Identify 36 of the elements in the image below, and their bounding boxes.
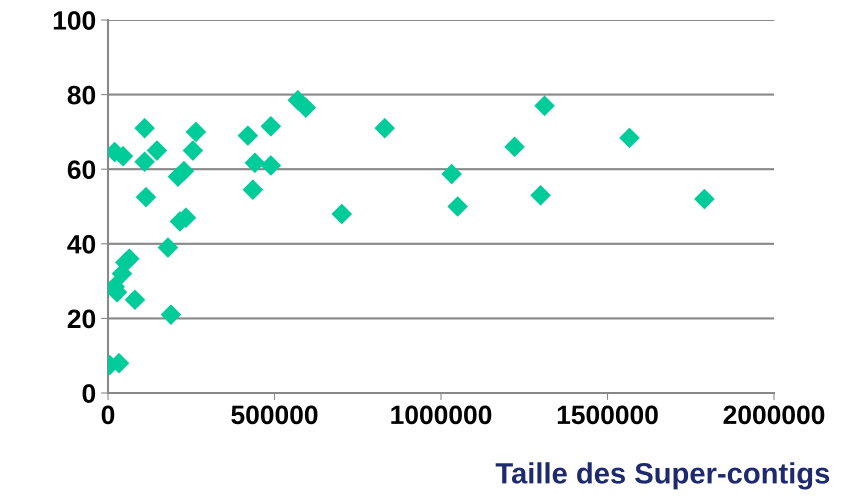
point (260, 155, 282, 176)
point (244, 152, 266, 174)
y-tick-label: 0 (82, 384, 96, 403)
point (136, 186, 156, 208)
point (441, 164, 462, 184)
point (134, 118, 155, 138)
x-tick-label: 500000 (231, 406, 318, 424)
point (694, 188, 715, 210)
y-tick-label: 100 (54, 11, 96, 30)
point (238, 125, 258, 146)
x-tick-label: 1000000 (391, 406, 492, 424)
point (160, 304, 182, 325)
point (134, 151, 155, 172)
point (182, 140, 204, 161)
point (242, 179, 264, 200)
point (619, 128, 640, 148)
point (447, 196, 468, 217)
point (331, 204, 352, 224)
x-tick-label: 2000000 (724, 406, 824, 424)
y-tick-label: 20 (68, 310, 96, 328)
point (186, 122, 206, 142)
y-tick-label: 80 (68, 86, 96, 104)
point (374, 118, 396, 138)
point (146, 140, 168, 161)
point (530, 185, 551, 206)
point (119, 248, 140, 270)
point (158, 237, 178, 258)
y-tick-label: 60 (68, 160, 96, 180)
point (534, 95, 555, 116)
point (260, 116, 282, 137)
point (504, 136, 525, 158)
x-tick-label: 0 (102, 406, 114, 424)
point (124, 289, 146, 310)
x-tick-label: 1500000 (558, 406, 658, 424)
y-tick-label: 40 (67, 234, 96, 254)
x-axis-title: Taille des Super-contigs (496, 462, 830, 490)
